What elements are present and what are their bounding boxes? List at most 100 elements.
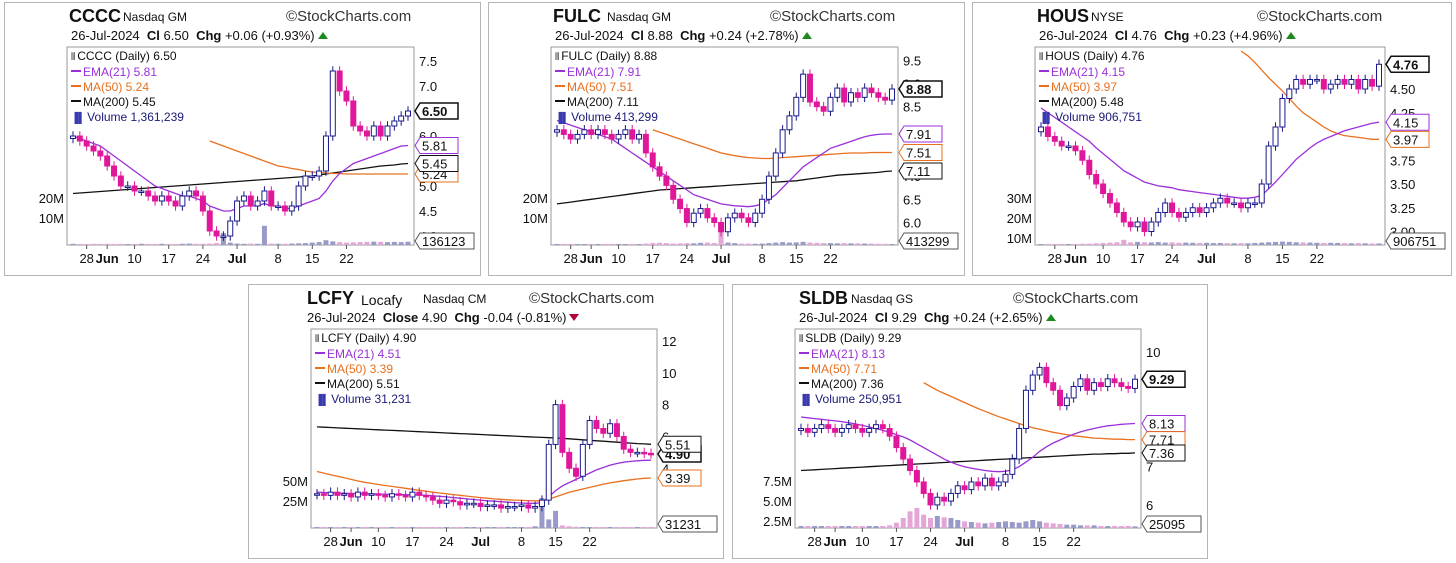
volume-bar xyxy=(1224,243,1230,245)
volume-bar xyxy=(152,244,158,245)
candle-body xyxy=(343,90,350,102)
candle-body xyxy=(832,428,839,433)
volume-bar xyxy=(382,527,388,528)
volume-bar xyxy=(1376,243,1382,245)
value-tag-text: 8.88 xyxy=(906,82,931,97)
volume-bar xyxy=(1293,242,1299,245)
close-label: Close xyxy=(382,310,419,325)
value-tag-text: 7.11 xyxy=(906,164,930,179)
value-tag-price: 4.76 xyxy=(1385,55,1430,74)
x-tick-label: Jul xyxy=(228,251,247,266)
change-label: Chg xyxy=(924,310,950,325)
price-axis-label: 10 xyxy=(1146,345,1160,360)
volume-bar xyxy=(1300,242,1306,245)
candle-body xyxy=(450,499,457,503)
candle-body xyxy=(329,70,336,137)
ticker-symbol: SLDB xyxy=(799,288,848,308)
volume-bar xyxy=(629,244,635,245)
volume-bar xyxy=(1176,242,1182,245)
candle-body xyxy=(1125,385,1132,389)
volume-bar xyxy=(711,243,717,245)
volume-bar xyxy=(125,244,131,245)
x-tick-label: 15 xyxy=(305,251,319,266)
close-label: Cl xyxy=(1114,28,1128,43)
candle-body xyxy=(1141,221,1148,232)
volume-bar xyxy=(1023,521,1029,528)
volume-bar xyxy=(1328,242,1334,245)
candle-body xyxy=(1029,374,1036,391)
value-tag-ma200: 5.45 xyxy=(414,155,459,172)
candle-body xyxy=(731,212,738,219)
candle-body xyxy=(281,205,288,212)
volume-bar xyxy=(1362,243,1368,245)
volume-bar xyxy=(348,527,354,528)
volume-bar xyxy=(1059,243,1065,245)
x-tick-label: 17 xyxy=(161,251,175,266)
volume-bar xyxy=(275,243,281,245)
candle-body xyxy=(886,428,893,437)
volume-axis-label: 25M xyxy=(283,494,308,509)
volume-axis-label: 10M xyxy=(1007,231,1032,246)
plot-frame xyxy=(550,46,899,246)
volume-bar xyxy=(900,518,906,528)
volume-bar xyxy=(859,526,865,528)
volume-bar xyxy=(1183,242,1189,245)
volume-bar xyxy=(893,522,899,528)
volume-bar xyxy=(616,244,622,245)
volume-bar xyxy=(588,244,594,245)
candle-body xyxy=(416,491,423,496)
value-tag-ma50: 7.71 xyxy=(1141,431,1186,449)
legend-text: MA(200) 7.11 xyxy=(567,95,639,109)
volume-bar xyxy=(704,242,710,245)
x-tick-label: 28 xyxy=(79,251,93,266)
candle-body xyxy=(234,200,241,222)
candle-body xyxy=(1189,207,1196,213)
candle-body xyxy=(1093,174,1100,185)
volume-bar xyxy=(1037,521,1043,528)
ema-line xyxy=(72,135,409,212)
candle-body xyxy=(1251,202,1258,205)
volume-bar xyxy=(821,243,827,245)
candle-body xyxy=(573,467,580,477)
candle-body xyxy=(429,496,436,501)
candle-body xyxy=(409,491,416,498)
legend-text: EMA(21) 8.13 xyxy=(811,347,886,361)
chart-panel-hous: HOUS NYSE ©StockCharts.com 26-Jul-2024 Cl 4… xyxy=(972,2,1452,276)
x-tick-label: 8 xyxy=(758,251,765,266)
candle-body xyxy=(145,190,152,197)
candle-body xyxy=(588,129,595,135)
x-tick-label: Jun xyxy=(96,251,119,266)
x-tick-label: 22 xyxy=(1066,534,1080,549)
copyright-icon: © xyxy=(1257,8,1269,25)
volume-bar xyxy=(907,511,913,528)
volume-bar xyxy=(580,526,586,528)
volume-bar xyxy=(1273,241,1279,245)
volume-bar xyxy=(1098,526,1104,528)
value-tag-ma200: 7.11 xyxy=(898,162,943,180)
x-tick-label: 15 xyxy=(1275,251,1289,266)
quote-line: 26-Jul-2024 Cl 4.76 Chg +0.23 (+4.96%) xyxy=(1039,28,1296,43)
candle-body xyxy=(97,150,104,157)
x-tick-label: 24 xyxy=(923,534,937,549)
volume-bar xyxy=(1002,521,1008,528)
candle-body xyxy=(1120,212,1127,223)
x-tick-label: 10 xyxy=(127,251,141,266)
candle-body xyxy=(357,125,364,132)
chart-panel-sldb: SLDB Nasdaq GS ©StockCharts.com 26-Jul-2024… xyxy=(732,284,1208,559)
candle-body xyxy=(477,502,484,507)
price-axis-label: 7 xyxy=(1146,460,1153,475)
volume-bar xyxy=(575,244,581,245)
quote-date: 26-Jul-2024 xyxy=(1039,28,1108,43)
ema-line xyxy=(316,459,652,504)
volume-bar xyxy=(962,521,968,528)
candle-body xyxy=(391,120,398,127)
volume-bar xyxy=(1093,243,1099,245)
quote-date: 26-Jul-2024 xyxy=(71,28,140,43)
volume-axis-label: 30M xyxy=(1007,191,1032,206)
candle-body xyxy=(1051,136,1058,142)
price-axis-label: 8.5 xyxy=(903,100,921,115)
candle-body xyxy=(1097,382,1104,387)
volume-bar xyxy=(1107,242,1113,245)
volume-bar xyxy=(1286,241,1292,245)
volume-bar xyxy=(334,527,340,528)
